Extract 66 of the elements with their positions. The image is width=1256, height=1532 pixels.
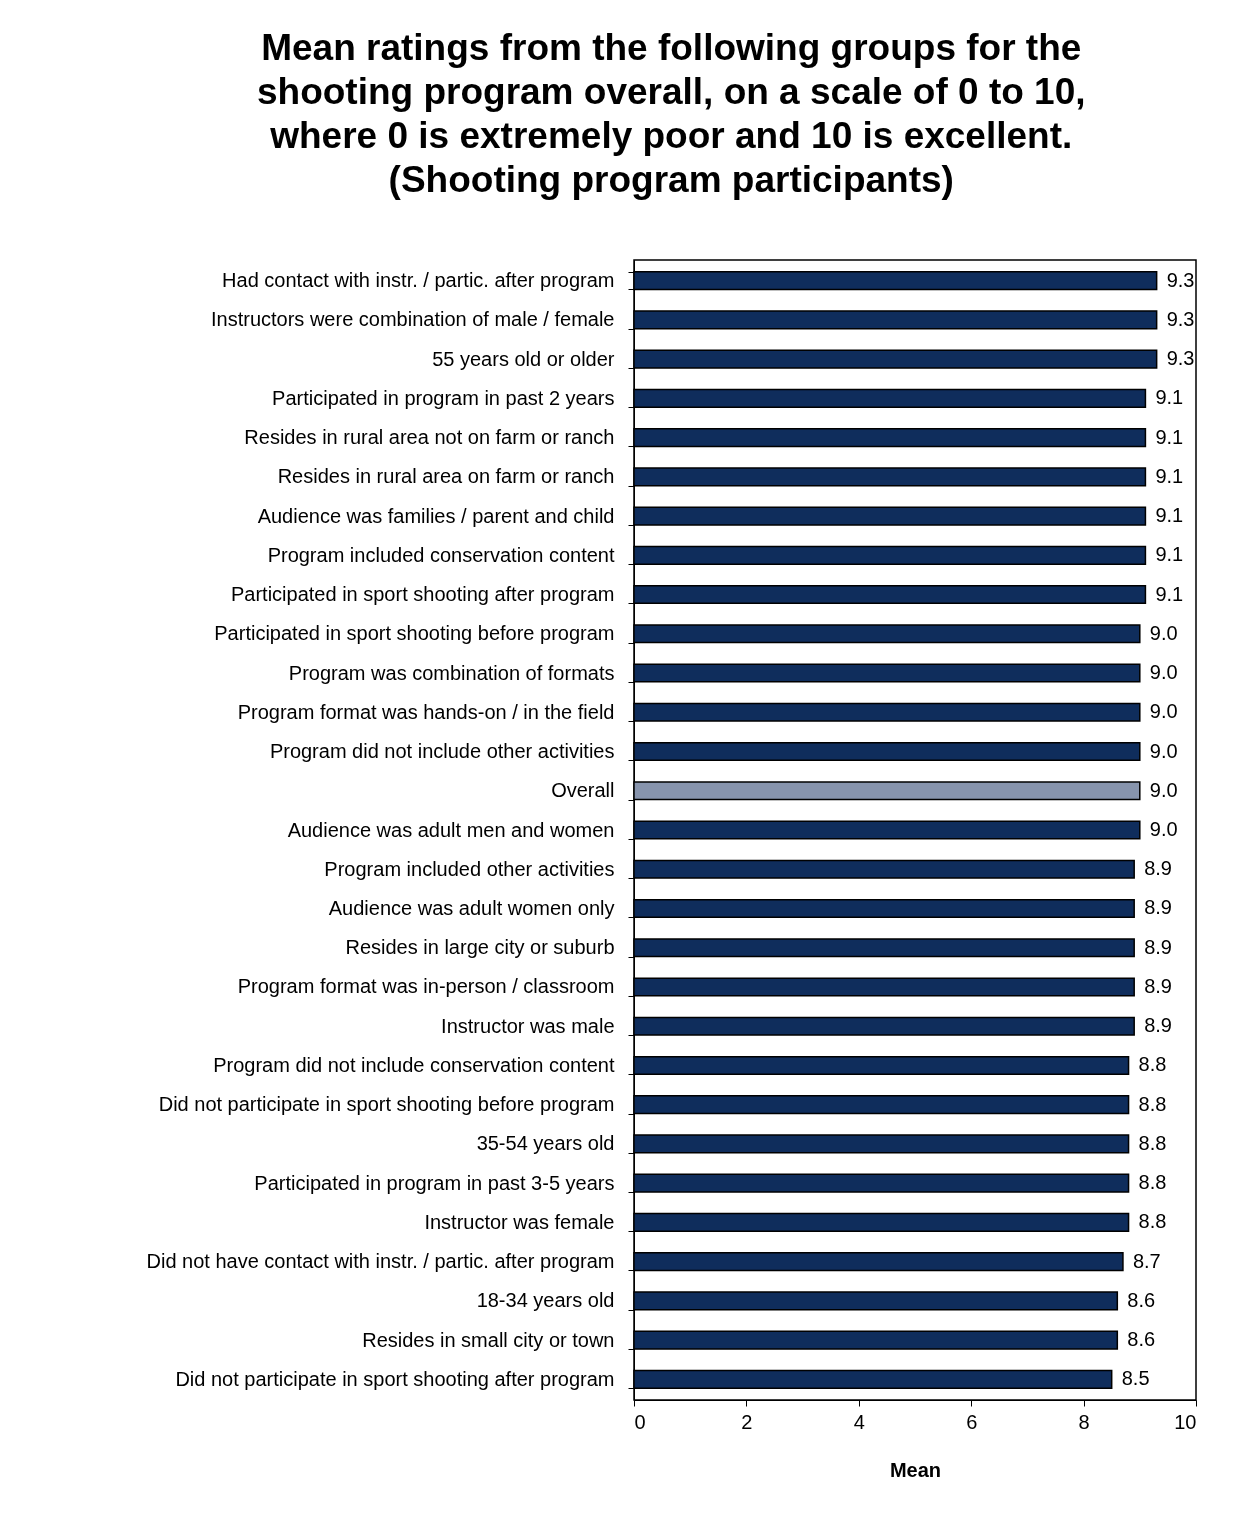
data-label: 9.1: [1155, 464, 1184, 487]
y-tick-label: 18-34 years old: [476, 1289, 615, 1312]
y-tick-label: Resides in small city or town: [362, 1328, 615, 1351]
y-tick-label: Participated in program in past 3-5 years: [254, 1171, 615, 1194]
y-tick-label: Instructor was male: [441, 1014, 615, 1037]
data-label: 8.9: [1144, 974, 1172, 997]
x-tick-label: 10: [1174, 1410, 1197, 1433]
x-tick-label: 6: [966, 1410, 978, 1433]
y-tick-label: Participated in sport shooting before program: [214, 622, 615, 645]
data-label: 9.3: [1166, 347, 1195, 370]
data-label: 8.9: [1144, 857, 1172, 880]
data-label: 8.9: [1144, 896, 1172, 919]
y-tick-label: Program was combination of formats: [288, 661, 615, 684]
data-label: 9.0: [1149, 778, 1178, 801]
y-tick-label: Audience was adult women only: [328, 896, 615, 919]
x-tick-label: 8: [1078, 1410, 1090, 1433]
data-label: 8.8: [1138, 1053, 1167, 1076]
x-tick-label: 4: [853, 1410, 865, 1433]
y-tick-label: Instructors were combination of male / female: [210, 308, 615, 331]
y-tick-label: Program included conservation content: [267, 543, 615, 566]
x-tick-label: 2: [741, 1410, 753, 1433]
y-tick-label: Resides in large city or suburb: [345, 936, 615, 959]
y-tick-label: Did not have contact with instr. / partic. after program: [146, 1250, 615, 1273]
data-label: 9.0: [1149, 700, 1178, 723]
data-label: 9.0: [1149, 739, 1178, 762]
y-tick-label: Did not participate in sport shooting after program: [175, 1367, 615, 1390]
x-axis-title: Mean: [889, 1458, 942, 1481]
data-label: 8.8: [1138, 1092, 1167, 1115]
y-tick-label: Program included other activities: [324, 857, 615, 880]
x-tick-label: 0: [634, 1410, 646, 1433]
data-label: 8.8: [1138, 1131, 1167, 1154]
y-tick-label: Instructor was female: [424, 1210, 615, 1233]
y-tick-label: Resides in rural area not on farm or ranch: [244, 426, 615, 449]
chart-title: Mean ratings from the following groups for the shooting program overall, on a scale of 0 to 10, where 0 is extremely poor and 10 is excellent. (Shooting program participants): [256, 27, 1086, 200]
y-tick-label: Program did not include other activities: [269, 740, 615, 763]
data-label: 9.3: [1166, 268, 1195, 291]
y-tick-label: Program format was hands-on / in the field: [237, 700, 615, 723]
data-label: 8.9: [1144, 1014, 1172, 1037]
data-label: 9.1: [1155, 504, 1184, 527]
y-tick-label: Had contact with instr. / partic. after program: [222, 269, 615, 292]
data-label: 8.6: [1127, 1288, 1156, 1311]
y-tick-label: 55 years old or older: [432, 347, 615, 370]
y-tick-label: Program format was in-person / classroom: [237, 975, 615, 998]
data-label: 9.1: [1155, 425, 1184, 448]
data-label: 9.1: [1155, 582, 1184, 605]
data-label: 8.8: [1138, 1171, 1167, 1194]
data-label: 9.1: [1155, 543, 1184, 566]
y-tick-label: 35-54 years old: [476, 1132, 615, 1155]
data-label: 8.6: [1127, 1328, 1156, 1351]
data-label: 8.9: [1144, 935, 1172, 958]
data-label: 9.3: [1166, 307, 1195, 330]
y-tick-label: Participated in sport shooting after program: [230, 583, 615, 606]
data-label: 9.0: [1149, 661, 1178, 684]
y-tick-label: Resides in rural area on farm or ranch: [277, 465, 615, 488]
y-tick-label: Audience was adult men and women: [287, 818, 615, 841]
y-tick-label: Overall: [551, 779, 615, 802]
data-label: 8.7: [1132, 1249, 1161, 1272]
data-label: 8.8: [1138, 1210, 1167, 1233]
data-label: 9.0: [1149, 818, 1178, 840]
y-tick-label: Audience was families / parent and child: [257, 504, 615, 527]
data-label: 9.1: [1155, 386, 1184, 409]
y-tick-label: Did not participate in sport shooting before program: [158, 1093, 615, 1116]
y-tick-label: Program did not include conservation content: [213, 1053, 615, 1076]
data-label: 9.0: [1149, 621, 1178, 644]
data-label: 8.5: [1121, 1367, 1150, 1390]
y-tick-label: Participated in program in past 2 years: [272, 386, 615, 409]
